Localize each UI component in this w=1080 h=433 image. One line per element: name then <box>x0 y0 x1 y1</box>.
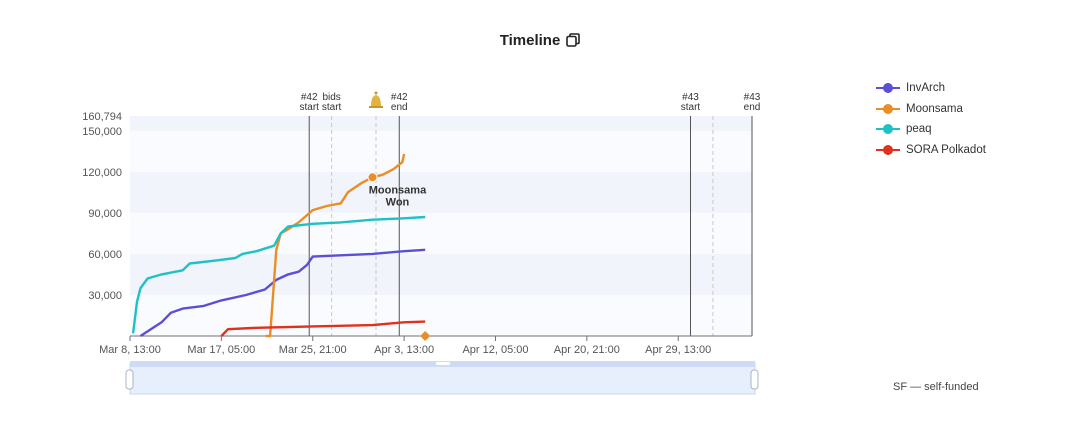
zoom-slider[interactable] <box>125 361 759 395</box>
event-marker-label: #42 <box>301 92 318 103</box>
event-marker-label: end <box>391 102 408 113</box>
slider-left-handle[interactable] <box>125 369 134 390</box>
slider-right-handle[interactable] <box>750 369 759 390</box>
event-marker-label: start <box>299 102 319 113</box>
series-line-peaq <box>131 215 426 334</box>
series-line-invarch <box>139 248 426 338</box>
x-tick-label: Apr 3, 13:00 <box>374 344 434 356</box>
y-tick-label: 60,000 <box>88 249 122 261</box>
chart-title: Timeline <box>499 32 561 49</box>
legend-item-moonsama[interactable]: Moonsama <box>876 99 986 120</box>
series-line-sora-polkadot <box>220 320 426 337</box>
y-tick-label: 30,000 <box>88 290 122 302</box>
copy-icon[interactable] <box>566 33 581 47</box>
legend-label: InvArch <box>906 82 945 95</box>
annotation-marker <box>420 331 431 341</box>
grid-bands <box>130 116 752 336</box>
x-tick-label: Mar 25, 21:00 <box>279 344 347 356</box>
slider-handle-top[interactable] <box>436 362 450 365</box>
slider-track[interactable] <box>129 362 756 395</box>
grid-band <box>130 171 752 213</box>
event-marker-label: bids <box>322 92 340 103</box>
grid-band <box>130 212 752 254</box>
legend-label: Moonsama <box>906 102 963 115</box>
x-tick-label: Apr 12, 05:00 <box>462 344 528 356</box>
bell-icon <box>368 91 383 108</box>
annotation-label: Moonsama <box>369 184 427 196</box>
grid-band <box>130 253 752 295</box>
footnote: SF — self-funded <box>893 381 979 393</box>
annotation-point <box>367 172 378 183</box>
bell-body <box>370 95 381 106</box>
bell-top <box>374 91 378 95</box>
y-tick-label: 160,794 <box>82 111 122 123</box>
chart-title-bar: Timeline <box>0 32 1080 49</box>
series-line-moonsama <box>265 153 406 338</box>
legend-item-peaq[interactable]: peaq <box>876 119 986 140</box>
y-tick-label: 120,000 <box>82 167 122 179</box>
grid-band <box>130 116 752 131</box>
legend-item-sora-polkadot[interactable]: SORA Polkadot <box>876 140 986 161</box>
y-tick-label: 90,000 <box>88 208 122 220</box>
y-tick-label: 150,000 <box>82 126 122 138</box>
x-tick-label: Apr 20, 21:00 <box>554 344 620 356</box>
event-marker-label: #43 <box>682 92 699 103</box>
legend-marker <box>876 82 900 94</box>
legend-marker <box>876 123 900 135</box>
chart-axes: Mar 8, 13:00 Mar 17, 05:00 Mar 25, 21:00 Ap… <box>82 111 752 356</box>
event-marker-label: #42 <box>391 92 408 103</box>
chart-legend: InvArch Moonsama peaq SORA Polkadot <box>876 78 986 160</box>
legend-marker <box>876 144 900 156</box>
series-lines <box>131 153 426 338</box>
legend-item-invarch[interactable]: InvArch <box>876 78 986 99</box>
x-tick-label: Mar 8, 13:00 <box>99 344 161 356</box>
grid-band <box>130 130 752 172</box>
event-marker-label: end <box>744 102 761 113</box>
event-marker-label: start <box>681 102 701 113</box>
legend-marker <box>876 103 900 115</box>
legend-label: peaq <box>906 123 932 136</box>
legend-label: SORA Polkadot <box>906 143 986 156</box>
event-marker-label: #43 <box>744 92 761 103</box>
event-marker-label: start <box>322 102 342 113</box>
x-tick-label: Apr 29, 13:00 <box>645 344 711 356</box>
bell-rim <box>368 106 383 108</box>
x-tick-label: Mar 17, 05:00 <box>187 344 255 356</box>
annotation-label: Won <box>386 196 410 208</box>
